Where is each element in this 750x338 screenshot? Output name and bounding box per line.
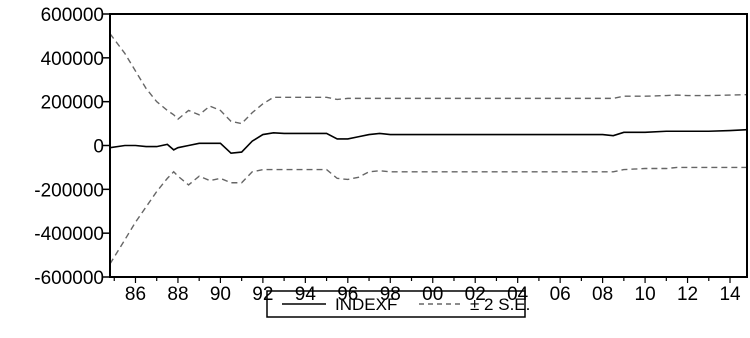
x-tick-label: 90 — [210, 284, 231, 305]
x-tick-label: 96 — [337, 284, 358, 305]
x-tick-label: 02 — [465, 284, 486, 305]
y-tick-label: 0 — [93, 137, 104, 158]
y-tick-label: -200000 — [34, 180, 104, 201]
x-axis: 86 88 90 92 94 96 98 00 02 04 06 08 10 12 14 — [113, 277, 741, 305]
series-line-lower-se — [109, 166, 747, 265]
series-layer — [109, 33, 748, 265]
legend-label-se: ± 2 S.E. — [470, 295, 530, 314]
x-tick-label: 98 — [380, 284, 401, 305]
x-tick-label: 00 — [422, 284, 443, 305]
y-tick-label: -600000 — [34, 268, 104, 289]
series-line-indexf — [109, 128, 748, 155]
x-tick-label: 04 — [507, 284, 529, 305]
series-line-upper-se — [109, 33, 748, 125]
x-tick-label: 88 — [167, 284, 188, 305]
legend-label-indexf: INDEXF — [335, 295, 397, 314]
x-tick-label: 92 — [252, 284, 273, 305]
y-axis: -600000 -400000 -200000 0 200000 400000 600000 — [34, 5, 110, 289]
x-tick-label: 12 — [677, 284, 698, 305]
x-tick-label: 94 — [295, 284, 317, 305]
y-tick-label: 600000 — [41, 5, 104, 26]
x-tick-label: 14 — [719, 284, 741, 305]
x-tick-label: 08 — [592, 284, 613, 305]
y-tick-label: 200000 — [41, 93, 104, 114]
y-tick-label: 400000 — [41, 49, 104, 70]
x-tick-label: 10 — [635, 284, 656, 305]
plot-frame — [109, 13, 748, 278]
legend-box — [266, 290, 526, 318]
x-tick-label: 86 — [125, 284, 146, 305]
y-tick-label: -400000 — [34, 224, 104, 245]
legend: INDEXF ± 2 S.E. — [266, 290, 530, 318]
x-tick-label: 06 — [550, 284, 571, 305]
